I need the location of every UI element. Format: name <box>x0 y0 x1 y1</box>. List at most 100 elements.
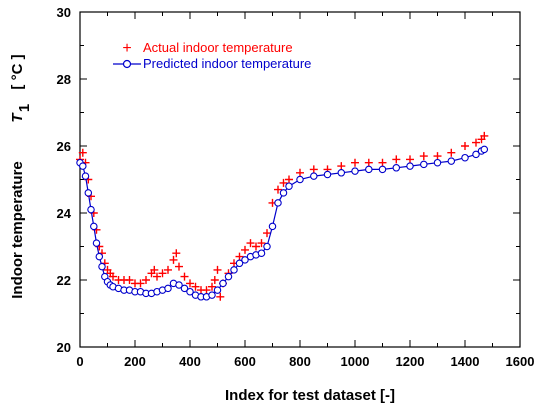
series-actual <box>76 131 489 301</box>
legend-marker-predicted <box>122 59 132 69</box>
data-point-actual <box>274 185 282 194</box>
data-point-predicted <box>81 172 90 180</box>
legend-label-actual: Actual indoor temperature <box>143 40 293 55</box>
data-point-predicted <box>84 189 93 197</box>
data-point-predicted <box>268 222 277 231</box>
data-point-actual <box>257 239 266 248</box>
data-point-actual <box>213 265 222 274</box>
data-point-predicted <box>378 165 387 174</box>
data-point-actual <box>241 245 249 254</box>
data-point-actual <box>216 292 225 301</box>
data-point-actual <box>472 138 480 147</box>
data-point-predicted <box>461 153 469 162</box>
x-axis-title: Index for test dataset [-] <box>225 387 395 404</box>
data-point-actual <box>406 155 414 164</box>
data-point-actual <box>337 162 346 171</box>
data-point-predicted <box>392 164 401 172</box>
data-point-predicted <box>279 189 288 197</box>
data-point-actual <box>364 158 373 167</box>
y-axis-title: Indoor temperature T 1 [ °C ] <box>9 54 33 298</box>
series-line-predicted <box>79 148 485 298</box>
data-point-predicted <box>365 165 373 174</box>
data-point-predicted <box>235 259 244 268</box>
data-point-predicted <box>433 158 442 167</box>
data-point-actual <box>378 158 387 167</box>
data-point-predicted <box>241 256 249 264</box>
data-point-predicted <box>219 279 227 288</box>
data-point-actual <box>125 276 134 284</box>
x-tick-label: 400 <box>179 354 201 369</box>
data-point-predicted <box>296 175 304 184</box>
data-point-predicted <box>351 167 359 175</box>
data-point-actual <box>419 152 428 161</box>
data-point-actual <box>109 272 117 281</box>
y-tick-label: 30 <box>57 5 71 20</box>
data-point-actual <box>202 286 211 295</box>
y-axis-title-symbol: T <box>9 112 26 123</box>
data-point-actual <box>285 175 293 184</box>
x-tick-label: 600 <box>234 354 256 369</box>
data-point-actual <box>153 272 161 281</box>
data-point-predicted <box>472 150 480 159</box>
data-point-predicted <box>257 249 266 257</box>
data-point-predicted <box>98 262 106 271</box>
data-point-predicted <box>164 284 172 293</box>
x-tick-label: 200 <box>124 354 146 369</box>
x-tick-label: 1200 <box>396 354 425 369</box>
data-point-actual <box>461 142 469 150</box>
data-point-predicted <box>95 252 104 261</box>
data-point-actual <box>246 239 255 248</box>
data-point-actual <box>392 155 401 164</box>
data-point-actual <box>351 158 359 167</box>
data-point-predicted <box>406 162 414 170</box>
legend-label-predicted: Predicted indoor temperature <box>143 56 311 71</box>
x-tick-label: 0 <box>76 354 83 369</box>
y-axis-title-unit: [ °C ] <box>9 54 26 89</box>
data-point-predicted <box>263 242 271 251</box>
data-point-predicted <box>213 286 222 294</box>
data-point-predicted <box>224 272 233 281</box>
y-tick-label: 22 <box>57 273 71 288</box>
data-point-actual <box>172 249 181 258</box>
data-point-predicted <box>337 169 346 177</box>
data-point-predicted <box>87 205 95 214</box>
data-point-actual <box>142 276 150 284</box>
data-point-actual <box>296 168 304 177</box>
data-point-actual <box>279 178 288 187</box>
data-point-predicted <box>310 172 318 180</box>
data-point-actual <box>180 272 189 281</box>
data-point-actual <box>158 269 167 278</box>
data-point-actual <box>210 276 219 284</box>
legend: + Actual indoor temperature Predicted in… <box>113 40 311 71</box>
y-tick-label: 20 <box>57 340 71 355</box>
data-point-actual <box>164 265 172 274</box>
legend-marker-actual: + <box>122 40 131 57</box>
data-point-predicted <box>230 266 238 274</box>
data-point-actual <box>309 165 318 174</box>
axis-ticks: 0 200 400 600 800 1000 1200 1400 1600 20 22 24 26 28 3… <box>57 5 535 369</box>
data-point-predicted <box>323 170 332 179</box>
y-axis-title-subscript: 1 <box>16 104 33 112</box>
y-tick-label: 28 <box>57 72 71 87</box>
data-point-actual <box>175 262 183 271</box>
x-tick-label: 1600 <box>506 354 535 369</box>
data-point-predicted <box>90 222 98 231</box>
y-tick-label: 24 <box>57 206 72 221</box>
x-tick-label: 800 <box>289 354 311 369</box>
data-point-actual <box>150 265 159 274</box>
data-point-actual <box>263 229 271 238</box>
data-point-predicted <box>186 287 194 296</box>
series-predicted <box>76 145 489 301</box>
data-point-predicted <box>79 162 87 170</box>
x-tick-label: 1400 <box>451 354 480 369</box>
data-point-actual <box>480 131 489 140</box>
data-point-actual <box>447 148 456 157</box>
data-point-actual <box>186 279 194 288</box>
y-tick-label: 26 <box>57 139 71 154</box>
y-axis-title-text: Indoor temperature <box>9 161 26 299</box>
data-point-predicted <box>480 145 489 154</box>
data-point-predicted <box>92 239 101 247</box>
data-point-predicted <box>420 160 428 169</box>
data-point-predicted <box>447 157 456 165</box>
